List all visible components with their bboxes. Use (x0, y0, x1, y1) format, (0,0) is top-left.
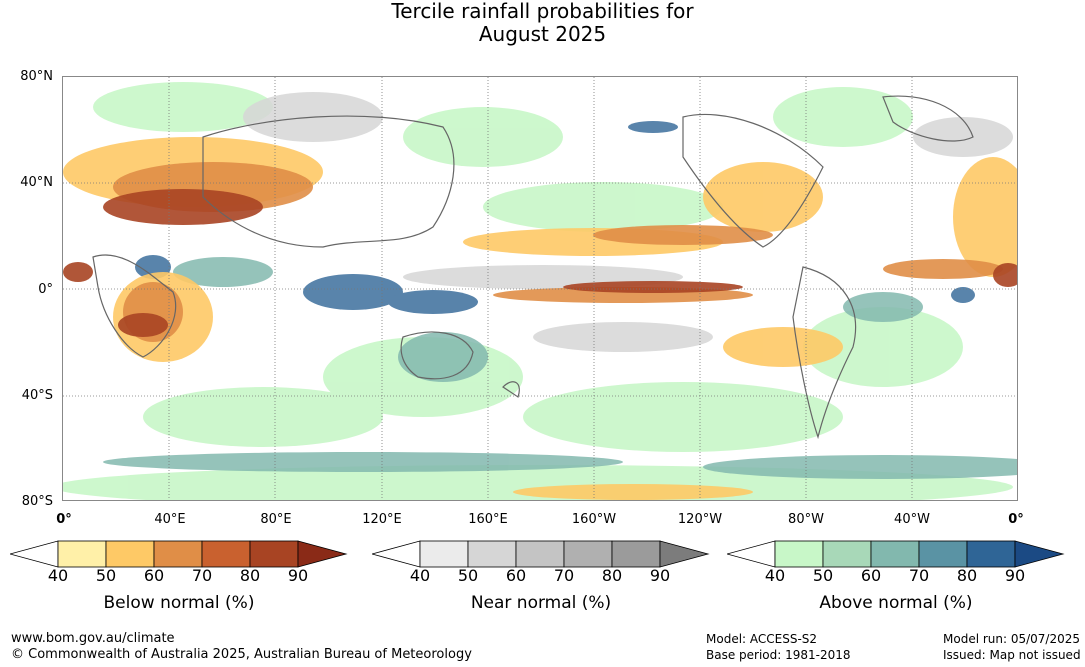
tick: 80 (239, 566, 261, 585)
colorbar-segment (467, 540, 517, 568)
lat-label-0: 0° (38, 282, 53, 297)
footer-issued: Issued: Map not issued (943, 648, 1081, 662)
lat-label-40n: 40°N (20, 175, 53, 190)
tick: 40 (764, 566, 786, 585)
lon-label-0-east: 0° (1008, 512, 1024, 527)
colorbar-lower-arrow (372, 540, 421, 568)
tick: 50 (95, 566, 117, 585)
footer-base-period: Base period: 1981-2018 (706, 648, 851, 662)
tick: 40 (47, 566, 69, 585)
tick: 60 (143, 566, 165, 585)
colorbar-segment (822, 540, 872, 568)
above-normal-areas (63, 82, 1013, 500)
lon-label-40w: 40°W (894, 512, 930, 527)
lat-label-80s: 80°S (21, 494, 53, 509)
tick: 70 (553, 566, 575, 585)
tick: 90 (649, 566, 671, 585)
tick: 90 (1004, 566, 1026, 585)
lon-label-80w: 80°W (788, 512, 824, 527)
tick: 80 (601, 566, 623, 585)
lon-label-0-west: 0° (56, 512, 72, 527)
colorbar-below-label: Below normal (%) (103, 593, 255, 613)
tick: 50 (457, 566, 479, 585)
lon-label-120w: 120°W (677, 512, 723, 527)
colorbar-segment (153, 540, 203, 568)
lon-label-40e: 40°E (154, 512, 186, 527)
colorbar-upper-arrow (297, 540, 348, 568)
colorbar-lower-arrow (10, 540, 59, 568)
lat-label-80n: 80°N (20, 69, 53, 84)
colorbar-lower-arrow (727, 540, 776, 568)
colorbar-segment (57, 540, 107, 568)
colorbar-segment (419, 540, 469, 568)
colorbar-segment (105, 540, 155, 568)
colorbar-above-label: Above normal (%) (819, 593, 973, 613)
lon-label-80e: 80°E (260, 512, 292, 527)
colorbar-near-label: Near normal (%) (470, 593, 612, 613)
footer-url: www.bom.gov.au/climate (11, 631, 175, 646)
near-normal-areas (243, 92, 1013, 352)
title-line-2: August 2025 (478, 22, 607, 46)
tick: 70 (908, 566, 930, 585)
colorbar-segment (563, 540, 613, 568)
colorbar-upper-arrow (659, 540, 710, 568)
map-title: Tercile rainfall probabilities for Augus… (0, 0, 1085, 46)
lat-label-40s: 40°S (21, 388, 53, 403)
coastlines (92, 95, 974, 440)
colorbar-segment (774, 540, 824, 568)
map-canvas (63, 77, 1017, 500)
title-line-1: Tercile rainfall probabilities for (391, 0, 694, 23)
colorbar-above-normal (727, 540, 1065, 568)
tick: 60 (505, 566, 527, 585)
rainfall-probability-map (62, 76, 1018, 501)
colorbar-below-normal (10, 540, 348, 568)
tick: 90 (287, 566, 309, 585)
lon-label-160w: 160°W (571, 512, 617, 527)
colorbar-segment (918, 540, 968, 568)
footer-copyright: © Commonwealth of Australia 2025, Austra… (11, 647, 472, 662)
footer-model-run: Model run: 05/07/2025 (943, 632, 1081, 646)
colorbar-segment (515, 540, 565, 568)
colorbar-segment (611, 540, 661, 568)
graticule (63, 77, 1017, 500)
colorbar-segment (870, 540, 920, 568)
colorbar-segment (966, 540, 1016, 568)
tick: 40 (409, 566, 431, 585)
colorbar-near-normal (372, 540, 710, 568)
lon-label-160e: 160°E (468, 512, 508, 527)
colorbar-upper-arrow (1014, 540, 1065, 568)
lon-label-120e: 120°E (362, 512, 402, 527)
colorbar-segment (201, 540, 251, 568)
tick: 80 (956, 566, 978, 585)
tick: 50 (812, 566, 834, 585)
footer-model: Model: ACCESS-S2 (706, 632, 818, 646)
tick: 60 (860, 566, 882, 585)
tick: 70 (191, 566, 213, 585)
colorbar-segment (249, 540, 299, 568)
